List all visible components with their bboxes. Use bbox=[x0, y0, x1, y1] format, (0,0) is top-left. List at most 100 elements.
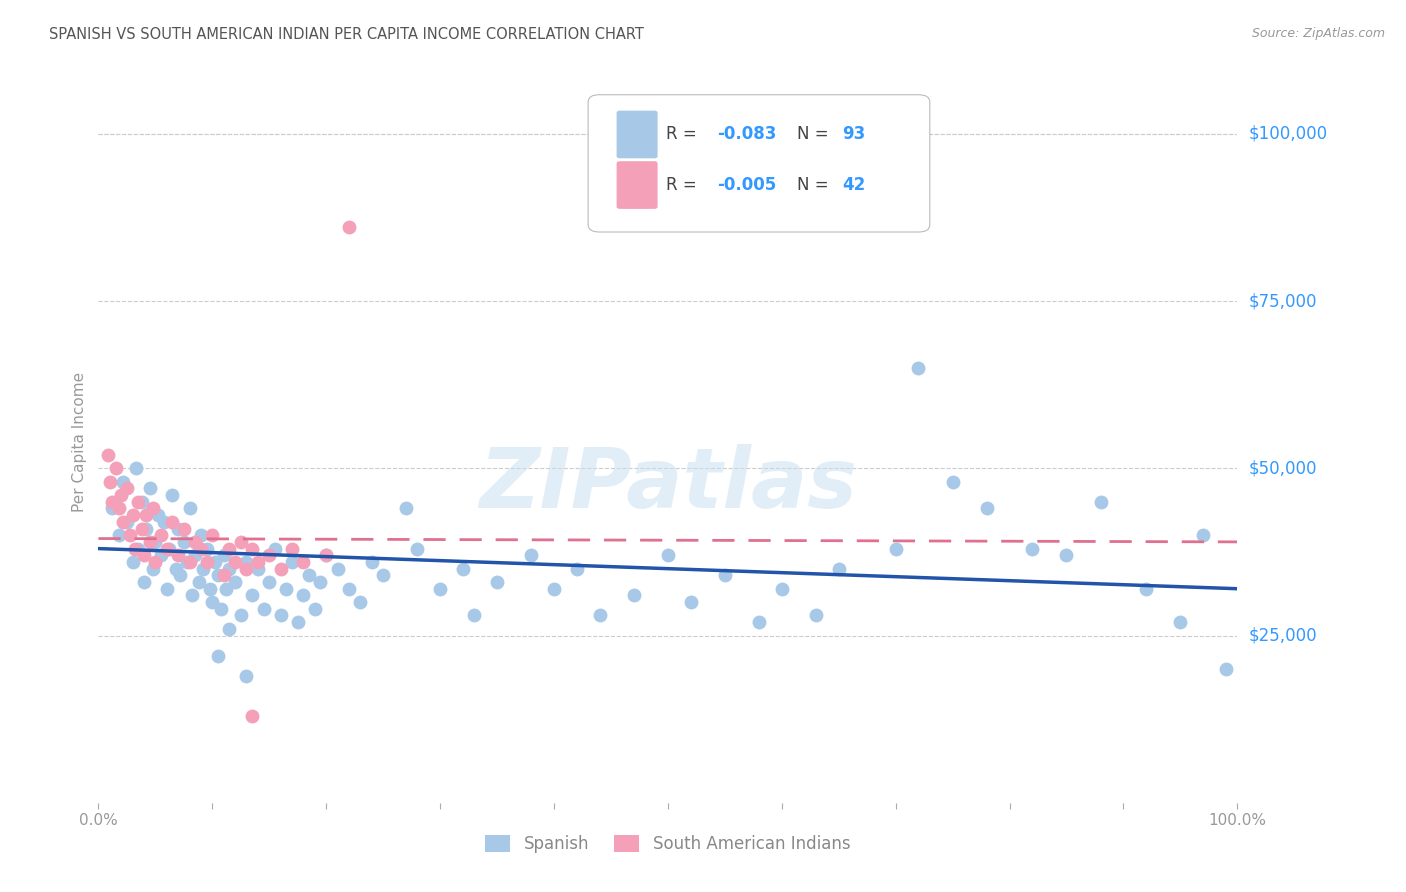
Point bbox=[543, 582, 565, 596]
Text: R =: R = bbox=[665, 126, 702, 144]
Point bbox=[157, 541, 180, 556]
Point bbox=[235, 555, 257, 569]
Point bbox=[180, 589, 202, 603]
Point bbox=[146, 508, 169, 523]
Point bbox=[112, 475, 135, 489]
Point bbox=[1090, 494, 1112, 508]
Point bbox=[209, 602, 232, 616]
Point bbox=[259, 575, 281, 590]
Point bbox=[131, 521, 153, 535]
Point bbox=[942, 475, 965, 489]
Point bbox=[714, 568, 737, 582]
Point bbox=[204, 555, 226, 569]
Point bbox=[281, 555, 304, 569]
Text: $100,000: $100,000 bbox=[1249, 125, 1327, 143]
Point bbox=[162, 515, 184, 529]
Point bbox=[224, 555, 246, 569]
Point bbox=[451, 562, 474, 576]
Point bbox=[212, 548, 235, 563]
Point bbox=[145, 555, 167, 569]
Text: -0.005: -0.005 bbox=[717, 176, 776, 194]
Point bbox=[193, 562, 215, 576]
Point bbox=[218, 622, 240, 636]
Point bbox=[173, 534, 195, 549]
Point bbox=[907, 361, 929, 376]
Y-axis label: Per Capita Income: Per Capita Income bbox=[72, 371, 87, 512]
Point bbox=[486, 575, 509, 590]
Point bbox=[115, 515, 138, 529]
Point bbox=[976, 501, 998, 516]
Point bbox=[229, 534, 252, 549]
Point bbox=[828, 562, 851, 576]
Point bbox=[1135, 582, 1157, 596]
Text: $25,000: $25,000 bbox=[1249, 626, 1317, 645]
Text: N =: N = bbox=[797, 176, 834, 194]
Point bbox=[156, 582, 179, 596]
Point bbox=[360, 555, 382, 569]
Text: N =: N = bbox=[797, 126, 834, 144]
Point bbox=[201, 528, 224, 542]
Point bbox=[108, 501, 131, 516]
Point bbox=[207, 648, 229, 663]
Point bbox=[349, 595, 371, 609]
Point bbox=[287, 615, 309, 630]
Point bbox=[1054, 548, 1078, 563]
Point bbox=[1192, 528, 1215, 542]
Point bbox=[406, 541, 429, 556]
Point bbox=[463, 608, 485, 623]
Point bbox=[179, 501, 201, 516]
Point bbox=[259, 548, 281, 563]
Point bbox=[588, 608, 610, 623]
Point bbox=[218, 541, 240, 556]
Point bbox=[132, 548, 155, 563]
Point bbox=[132, 575, 155, 590]
Text: SPANISH VS SOUTH AMERICAN INDIAN PER CAPITA INCOME CORRELATION CHART: SPANISH VS SOUTH AMERICAN INDIAN PER CAP… bbox=[49, 27, 644, 42]
FancyBboxPatch shape bbox=[617, 111, 658, 158]
Point bbox=[110, 488, 132, 502]
Text: ZIPatlas: ZIPatlas bbox=[479, 444, 856, 525]
Point bbox=[184, 534, 207, 549]
Point bbox=[142, 501, 165, 516]
Point bbox=[162, 488, 184, 502]
Point bbox=[176, 555, 198, 569]
Point bbox=[229, 608, 252, 623]
Point bbox=[201, 595, 224, 609]
Point bbox=[657, 548, 679, 563]
Point bbox=[173, 521, 195, 535]
Point bbox=[138, 534, 160, 549]
Text: $50,000: $50,000 bbox=[1249, 459, 1317, 477]
Point bbox=[337, 582, 360, 596]
Point bbox=[281, 541, 304, 556]
Point bbox=[150, 548, 173, 563]
Point bbox=[124, 541, 146, 556]
Point bbox=[165, 562, 187, 576]
Point bbox=[125, 461, 148, 475]
Point bbox=[298, 568, 321, 582]
Point bbox=[429, 582, 451, 596]
Text: $75,000: $75,000 bbox=[1249, 292, 1317, 310]
Point bbox=[115, 482, 138, 496]
Point bbox=[804, 608, 827, 623]
Point bbox=[240, 541, 263, 556]
Point bbox=[679, 595, 702, 609]
Point bbox=[142, 562, 165, 576]
Point bbox=[395, 501, 418, 516]
FancyBboxPatch shape bbox=[617, 161, 658, 209]
Point bbox=[264, 541, 287, 556]
Point bbox=[246, 555, 269, 569]
Text: Source: ZipAtlas.com: Source: ZipAtlas.com bbox=[1251, 27, 1385, 40]
Point bbox=[218, 562, 240, 576]
FancyBboxPatch shape bbox=[588, 95, 929, 232]
Point bbox=[135, 508, 157, 523]
Text: R =: R = bbox=[665, 176, 702, 194]
Point bbox=[235, 669, 257, 683]
Point bbox=[309, 575, 332, 590]
Point bbox=[104, 461, 127, 475]
Point bbox=[240, 589, 263, 603]
Point bbox=[240, 708, 263, 723]
Point bbox=[127, 541, 149, 556]
Point bbox=[135, 521, 157, 535]
Point bbox=[304, 602, 326, 616]
Point bbox=[315, 548, 337, 563]
Point bbox=[623, 589, 645, 603]
